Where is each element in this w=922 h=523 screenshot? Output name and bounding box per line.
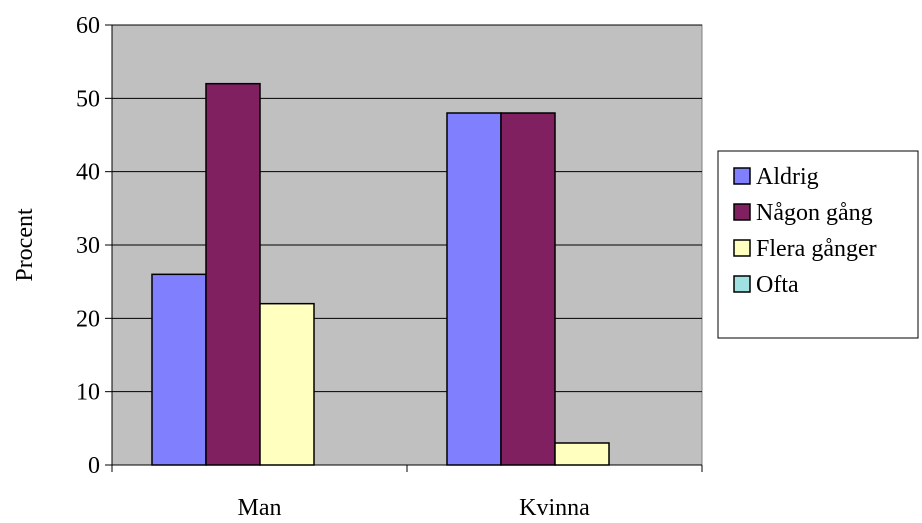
y-tick-label: 20 [76,306,100,332]
y-axis-title: Procent [12,208,38,282]
bar-någon-gång-kvinna [500,112,556,466]
legend-label: Aldrig [756,164,819,190]
legend-swatch [733,239,751,257]
bar-flera-gånger-man [259,302,315,466]
y-tick-label: 40 [76,160,100,186]
bar-aldrig-man [151,273,207,466]
legend-label: Ofta [756,272,799,298]
y-tick-label: 50 [76,86,100,112]
x-tick-label: Man [238,495,282,521]
legend-box [717,150,919,339]
y-tick-label: 0 [88,453,100,479]
y-tick-label: 30 [76,233,100,259]
y-tick-label: 60 [76,13,100,39]
axes [105,24,703,472]
x-tick-label: Kvinna [519,495,590,521]
legend-swatch [733,167,751,185]
bars [151,82,610,466]
bar-någon-gång-man [205,82,261,466]
legend-swatch [733,275,751,293]
x-tick-labels: Man Kvinna [238,495,591,521]
legend-label: Någon gång [756,200,873,226]
bar-flera-gånger-kvinna [554,442,610,466]
legend-label: Flera gånger [756,236,877,262]
y-tick-labels: 0 10 20 30 40 50 60 [76,13,100,479]
y-tick-label: 10 [76,380,100,406]
bar-aldrig-kvinna [446,112,502,466]
legend-swatch [733,203,751,221]
legend: Aldrig Någon gång Flera gånger Ofta [717,150,919,339]
